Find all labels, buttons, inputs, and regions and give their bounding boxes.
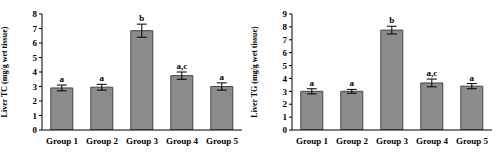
svg-text:Group 5: Group 5 xyxy=(206,136,239,146)
svg-text:a,c: a,c xyxy=(426,68,437,78)
svg-text:a: a xyxy=(100,73,105,83)
svg-text:3: 3 xyxy=(33,82,38,92)
svg-text:a: a xyxy=(310,78,315,88)
svg-text:Liver TG (mg/g wet tissue): Liver TG (mg/g wet tissue) xyxy=(250,26,259,118)
svg-text:2: 2 xyxy=(283,99,288,109)
svg-text:a,c: a,c xyxy=(176,61,187,71)
svg-text:2: 2 xyxy=(33,96,38,106)
svg-text:5: 5 xyxy=(283,61,288,71)
svg-text:8: 8 xyxy=(33,9,38,19)
svg-text:6: 6 xyxy=(283,48,288,58)
svg-text:6: 6 xyxy=(33,38,38,48)
svg-text:Group 5: Group 5 xyxy=(456,136,489,146)
svg-text:8: 8 xyxy=(283,22,288,32)
svg-text:Group 1: Group 1 xyxy=(296,136,329,146)
svg-text:Group 2: Group 2 xyxy=(336,136,369,146)
svg-text:Group 4: Group 4 xyxy=(416,136,449,146)
svg-text:3: 3 xyxy=(283,87,288,97)
svg-text:Group 4: Group 4 xyxy=(166,136,199,146)
svg-text:Group 3: Group 3 xyxy=(126,136,159,146)
svg-text:a: a xyxy=(60,74,65,84)
svg-text:a: a xyxy=(350,78,355,88)
svg-text:0: 0 xyxy=(33,125,38,135)
svg-text:a: a xyxy=(220,72,225,82)
svg-text:Liver TC (mg/g wet tissue): Liver TC (mg/g wet tissue) xyxy=(8,26,9,117)
svg-text:Group 1: Group 1 xyxy=(46,136,79,146)
svg-text:Group 2: Group 2 xyxy=(86,136,119,146)
svg-text:9: 9 xyxy=(283,9,288,19)
svg-text:1: 1 xyxy=(33,111,38,121)
svg-text:4: 4 xyxy=(283,74,288,84)
svg-text:7: 7 xyxy=(283,35,288,45)
svg-text:5: 5 xyxy=(33,53,38,63)
svg-text:4: 4 xyxy=(33,67,38,77)
svg-text:0: 0 xyxy=(283,125,288,135)
svg-text:b: b xyxy=(139,13,144,23)
svg-text:1: 1 xyxy=(283,112,288,122)
svg-text:b: b xyxy=(389,15,394,25)
svg-text:Group 3: Group 3 xyxy=(376,136,409,146)
svg-text:7: 7 xyxy=(33,24,38,34)
svg-text:a: a xyxy=(470,73,475,83)
